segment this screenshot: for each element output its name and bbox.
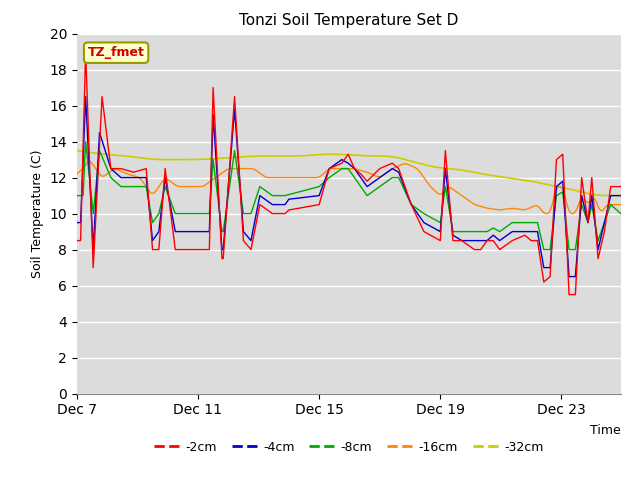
Text: TZ_fmet: TZ_fmet [88,46,145,59]
Text: Time: Time [590,424,621,437]
Title: Tonzi Soil Temperature Set D: Tonzi Soil Temperature Set D [239,13,458,28]
Legend: -2cm, -4cm, -8cm, -16cm, -32cm: -2cm, -4cm, -8cm, -16cm, -32cm [149,436,548,459]
Y-axis label: Soil Temperature (C): Soil Temperature (C) [31,149,44,278]
